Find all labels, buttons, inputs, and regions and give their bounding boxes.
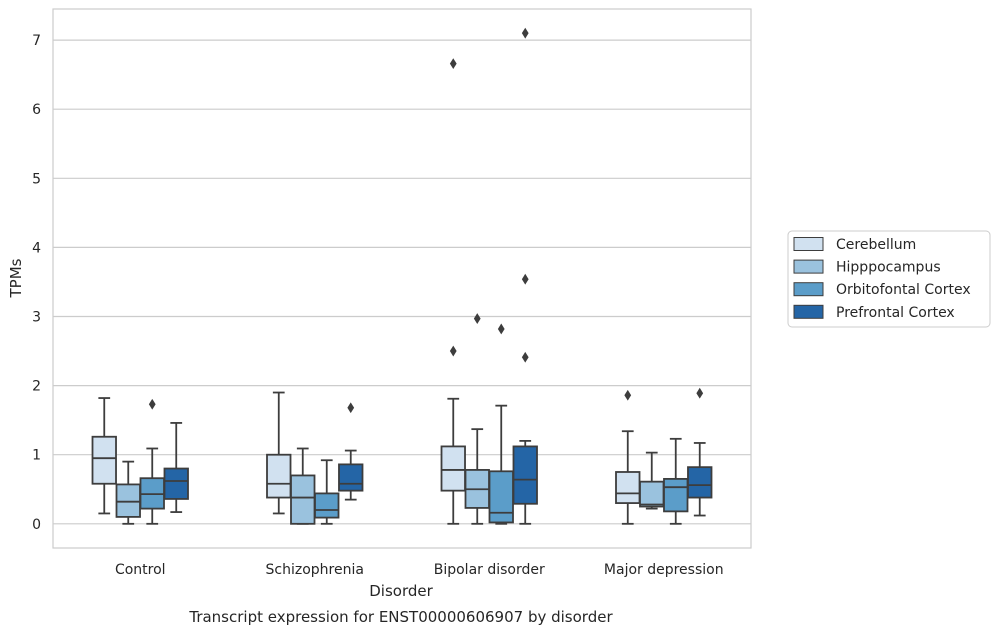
x-tick-label: Major depression (604, 562, 724, 578)
outlier-point (449, 345, 457, 357)
iqr-box (639, 480, 665, 508)
y-tick-labels: 0 1 2 3 4 5 6 7 (32, 33, 41, 533)
outlier-point (696, 387, 704, 399)
y-tick-label: 4 (32, 240, 41, 256)
legend-label: Cerebellum (836, 237, 916, 253)
outlier-point (521, 273, 529, 285)
box-prefrontal-cortex (512, 27, 538, 525)
outlier-point (497, 323, 505, 335)
y-axis-label: TPMs (7, 258, 25, 298)
y-tick-label: 3 (32, 310, 41, 326)
y-tick-label: 5 (32, 171, 41, 187)
x-tick-label: Bipolar disorder (434, 562, 545, 578)
box-orbitofontal-cortex (488, 323, 514, 525)
legend-swatch (793, 259, 824, 274)
y-tick-label: 0 (32, 517, 41, 533)
iqr-box (91, 435, 117, 485)
outlier-point (449, 58, 457, 69)
outlier-point (347, 402, 355, 414)
legend-swatch (793, 237, 824, 251)
x-axis-label: Disorder (369, 582, 433, 600)
legend-label: Prefrontal Cortex (836, 305, 955, 321)
y-tick-label: 7 (32, 33, 41, 49)
legend-swatch (793, 282, 824, 297)
outlier-point (148, 398, 156, 410)
box-orbitofontal-cortex (314, 459, 340, 525)
outlier-point (521, 351, 529, 363)
outlier-point (624, 389, 632, 401)
legend-frame (787, 230, 991, 328)
plot-frame (52, 8, 752, 549)
iqr-box (290, 474, 316, 525)
y-tick-label: 1 (32, 448, 41, 464)
y-tick-label: 2 (32, 379, 41, 395)
iqr-box (314, 492, 340, 519)
box-prefrontal-cortex (163, 422, 189, 513)
y-tick-label: 6 (32, 102, 41, 118)
legend-label: Hipppocampus (836, 260, 941, 276)
box-prefrontal-cortex (338, 402, 364, 501)
iqr-box (266, 453, 292, 499)
iqr-box (163, 467, 189, 500)
iqr-box (512, 445, 538, 505)
iqr-box (488, 470, 514, 524)
box-cerebellum (266, 391, 292, 515)
box-groups (91, 27, 713, 525)
box-cerebellum (91, 397, 117, 515)
box-cerebellum (440, 58, 466, 525)
iqr-box (687, 466, 713, 499)
legend: Cerebellum Hipppocampus Orbitofontal Corte… (787, 230, 991, 328)
chart-title: Transcript expression for ENST0000060690… (188, 608, 613, 626)
x-tick-labels: Control Schizophrenia Bipolar disorder Majo… (115, 562, 724, 578)
box-prefrontal-cortex (687, 387, 713, 517)
box-cerebellum (615, 389, 641, 525)
x-tick-label: Schizophrenia (266, 562, 364, 578)
legend-label: Orbitofontal Cortex (836, 282, 971, 298)
iqr-box (663, 477, 689, 513)
gridlines (53, 39, 751, 525)
legend-swatch (793, 304, 824, 319)
box-hipppocampus (464, 313, 490, 525)
outlier-point (521, 27, 529, 39)
iqr-box (615, 471, 641, 504)
x-tick-label: Control (115, 562, 166, 578)
iqr-box (338, 463, 364, 492)
iqr-box (115, 483, 141, 518)
outlier-point (473, 313, 481, 324)
iqr-box (440, 445, 466, 492)
